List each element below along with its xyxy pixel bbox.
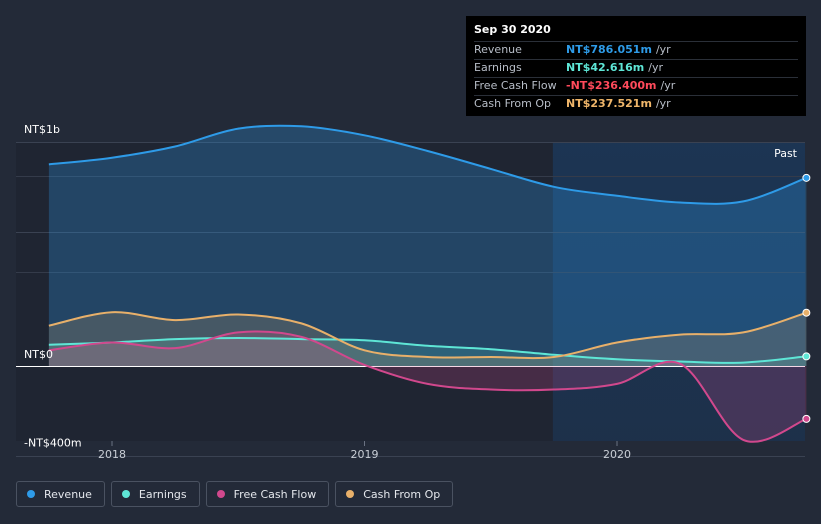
data-tooltip: Sep 30 2020 Revenue NT$786.051m /yr Earn… <box>466 16 806 116</box>
end-marker-revenue[interactable] <box>802 173 811 182</box>
legend-dot-icon <box>121 490 130 498</box>
past-label: Past <box>774 147 798 160</box>
tooltip-label: Cash From Op <box>474 97 552 110</box>
area-free-cash-flow <box>48 331 807 442</box>
chart-area: NT$1b NT$0 -NT$400m 2018 2019 2020 Past <box>16 123 811 461</box>
end-marker-earnings[interactable] <box>802 352 811 361</box>
series-end-markers <box>802 173 811 423</box>
tooltip-value: NT$786.051m <box>566 43 652 56</box>
line-free-cash-flow <box>48 330 807 443</box>
legend-dot-icon <box>216 490 225 498</box>
chart-legend: Revenue Earnings Free Cash Flow Cash Fro… <box>16 481 454 507</box>
legend-label: Revenue <box>44 487 92 501</box>
tooltip-date: Sep 30 2020 <box>474 23 551 36</box>
end-marker-free-cash-flow[interactable] <box>802 414 811 423</box>
tooltip-value: NT$237.521m <box>566 97 652 110</box>
line-earnings <box>48 336 807 364</box>
tooltip-value: NT$42.616m <box>566 61 645 74</box>
x-tick-label: 2019 <box>351 448 379 461</box>
tooltip-label: Earnings <box>474 61 522 74</box>
tooltip-unit: /yr <box>655 97 671 110</box>
series-areas <box>48 125 807 442</box>
legend-item-cash-from-op[interactable]: Cash From Op <box>335 481 454 507</box>
legend-item-earnings[interactable]: Earnings <box>110 481 200 507</box>
tooltip-unit: /yr <box>648 61 664 74</box>
tooltip-row-cash-from-op: Cash From Op NT$237.521m /yr <box>474 95 798 113</box>
x-tick-label: 2020 <box>603 448 631 461</box>
y-tick-label: -NT$400m <box>24 437 82 450</box>
past-highlight-band <box>552 142 805 441</box>
area-revenue <box>48 125 807 367</box>
tooltip-label: Free Cash Flow <box>474 79 557 92</box>
legend-dot-icon <box>346 490 355 498</box>
y-axis-labels: NT$1b NT$0 -NT$400m <box>24 123 82 450</box>
x-axis-labels: 2018 2019 2020 <box>98 441 631 461</box>
x-tick-label: 2018 <box>98 448 126 461</box>
tooltip-label: Revenue <box>474 43 522 56</box>
legend-label: Free Cash Flow <box>233 487 317 501</box>
y-tick-label: NT$0 <box>24 348 53 361</box>
legend-item-revenue[interactable]: Revenue <box>16 481 105 507</box>
tooltip-row-revenue: Revenue NT$786.051m /yr <box>474 41 798 59</box>
legend-label: Cash From Op <box>363 487 441 501</box>
tooltip-row-earnings: Earnings NT$42.616m /yr <box>474 59 798 77</box>
line-cash-from-op <box>48 311 807 360</box>
tooltip-value: -NT$236.400m <box>566 79 657 92</box>
end-marker-cash-from-op[interactable] <box>802 308 811 317</box>
tooltip-unit: /yr <box>655 43 671 56</box>
legend-dot-icon <box>27 490 35 498</box>
legend-item-free-cash-flow[interactable]: Free Cash Flow <box>205 481 330 507</box>
area-cash-from-op <box>48 312 807 366</box>
series-lines <box>48 124 807 443</box>
tooltip-unit: /yr <box>660 79 676 92</box>
legend-label: Earnings <box>138 487 187 501</box>
line-revenue <box>48 124 807 205</box>
gridlines <box>16 142 805 457</box>
tooltip-row-free-cash-flow: Free Cash Flow -NT$236.400m /yr <box>474 77 798 95</box>
y-tick-label: NT$1b <box>24 123 60 136</box>
area-earnings <box>48 338 807 366</box>
